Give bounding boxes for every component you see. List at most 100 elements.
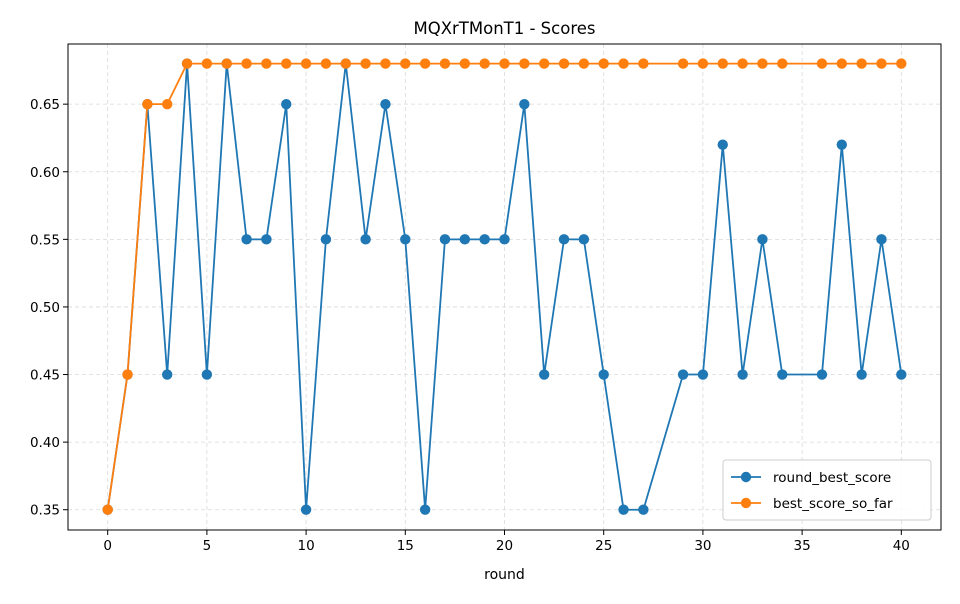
y-tick-label: 0.40 xyxy=(30,435,60,451)
data-point-round_best_score xyxy=(479,234,490,245)
data-point-round_best_score xyxy=(777,369,788,380)
data-point-round_best_score xyxy=(241,234,252,245)
data-point-round_best_score xyxy=(538,369,550,380)
data-point-best_score_so_far xyxy=(499,58,510,69)
data-point-best_score_so_far xyxy=(618,58,629,69)
data-point-round_best_score xyxy=(598,369,609,380)
data-point-best_score_so_far xyxy=(439,58,451,69)
data-point-round_best_score xyxy=(380,98,391,110)
data-point-best_score_so_far xyxy=(598,58,609,69)
data-point-best_score_so_far xyxy=(856,58,867,69)
data-point-best_score_so_far xyxy=(400,58,411,69)
data-point-best_score_so_far xyxy=(102,504,113,515)
data-point-round_best_score xyxy=(677,369,689,380)
data-point-round_best_score xyxy=(618,504,629,515)
data-point-best_score_so_far xyxy=(201,58,213,69)
x-tick-label: 15 xyxy=(397,538,414,554)
data-point-round_best_score xyxy=(300,504,312,515)
chart-title: MQXrTMonT1 - Scores xyxy=(413,19,595,38)
data-point-round_best_score xyxy=(400,234,411,245)
legend-label: round_best_score xyxy=(773,470,891,486)
data-point-round_best_score xyxy=(261,234,272,245)
data-point-round_best_score xyxy=(856,369,867,380)
x-tick-label: 0 xyxy=(103,538,112,554)
data-point-round_best_score xyxy=(360,234,371,245)
legend-marker xyxy=(740,497,752,509)
data-point-round_best_score xyxy=(717,139,728,150)
x-tick-label: 35 xyxy=(794,538,811,554)
data-point-round_best_score xyxy=(697,369,709,380)
data-point-round_best_score xyxy=(281,98,292,110)
data-point-best_score_so_far xyxy=(876,58,887,69)
data-point-round_best_score xyxy=(162,369,173,380)
x-axis: 0 5 10 15 20 25 30 35 40 xyxy=(103,530,910,554)
data-point-round_best_score xyxy=(419,504,431,515)
data-point-round_best_score xyxy=(876,234,887,245)
data-point-round_best_score xyxy=(836,139,847,150)
data-point-round_best_score xyxy=(459,234,471,245)
data-point-round_best_score xyxy=(757,234,768,245)
legend-label: best_score_so_far xyxy=(773,496,893,512)
y-tick-label: 0.45 xyxy=(30,368,60,384)
data-point-best_score_so_far xyxy=(757,58,768,69)
data-point-best_score_so_far xyxy=(360,58,371,69)
legend-item: round_best_score xyxy=(731,470,891,486)
data-point-best_score_so_far xyxy=(221,58,232,69)
data-point-best_score_so_far xyxy=(479,58,490,69)
data-point-best_score_so_far xyxy=(181,58,193,69)
data-point-round_best_score xyxy=(816,369,828,380)
y-tick-label: 0.35 xyxy=(30,503,60,519)
x-tick-label: 40 xyxy=(893,538,910,554)
data-point-best_score_so_far xyxy=(380,58,391,69)
data-point-round_best_score xyxy=(519,98,530,110)
data-point-best_score_so_far xyxy=(737,58,748,69)
data-point-best_score_so_far xyxy=(519,58,530,69)
legend-item: best_score_so_far xyxy=(731,496,893,512)
data-point-round_best_score xyxy=(201,369,213,380)
data-point-round_best_score xyxy=(638,504,649,515)
data-point-round_best_score xyxy=(439,234,451,245)
data-point-best_score_so_far xyxy=(697,58,709,69)
data-point-best_score_so_far xyxy=(896,58,907,69)
x-tick-label: 25 xyxy=(595,538,612,554)
data-point-best_score_so_far xyxy=(300,58,312,69)
data-point-best_score_so_far xyxy=(777,58,788,69)
data-point-round_best_score xyxy=(896,369,907,380)
data-point-round_best_score xyxy=(578,234,590,245)
legend-box xyxy=(722,459,932,521)
data-point-best_score_so_far xyxy=(459,58,471,69)
legend-marker xyxy=(740,471,752,483)
data-point-best_score_so_far xyxy=(261,58,272,69)
data-point-best_score_so_far xyxy=(677,58,689,69)
x-tick-label: 10 xyxy=(297,538,314,554)
data-point-best_score_so_far xyxy=(638,58,649,69)
data-point-best_score_so_far xyxy=(816,58,828,69)
data-point-best_score_so_far xyxy=(281,58,292,69)
data-point-best_score_so_far xyxy=(578,58,590,69)
data-point-best_score_so_far xyxy=(340,58,351,69)
x-tick-label: 20 xyxy=(496,538,513,554)
y-tick-label: 0.50 xyxy=(30,300,60,316)
data-point-best_score_so_far xyxy=(538,58,550,69)
y-tick-label: 0.60 xyxy=(30,165,60,181)
x-axis-label: round xyxy=(484,567,525,583)
data-point-best_score_so_far xyxy=(419,58,431,69)
data-point-best_score_so_far xyxy=(836,58,847,69)
data-point-best_score_so_far xyxy=(241,58,252,69)
y-tick-label: 0.55 xyxy=(30,232,60,248)
data-point-round_best_score xyxy=(737,369,748,380)
data-point-best_score_so_far xyxy=(717,58,728,69)
data-point-round_best_score xyxy=(320,234,332,245)
data-point-round_best_score xyxy=(558,234,570,245)
x-tick-label: 5 xyxy=(203,538,212,554)
data-point-best_score_so_far xyxy=(142,98,153,110)
data-point-best_score_so_far xyxy=(558,58,570,69)
data-point-best_score_so_far xyxy=(320,58,332,69)
x-tick-label: 30 xyxy=(694,538,711,554)
data-point-round_best_score xyxy=(499,234,510,245)
legend: round_best_score best_score_so_far xyxy=(722,459,932,521)
data-point-best_score_so_far xyxy=(162,98,173,110)
y-axis: 0.35 0.40 0.45 0.50 0.55 0.60 0.65 xyxy=(30,97,68,519)
